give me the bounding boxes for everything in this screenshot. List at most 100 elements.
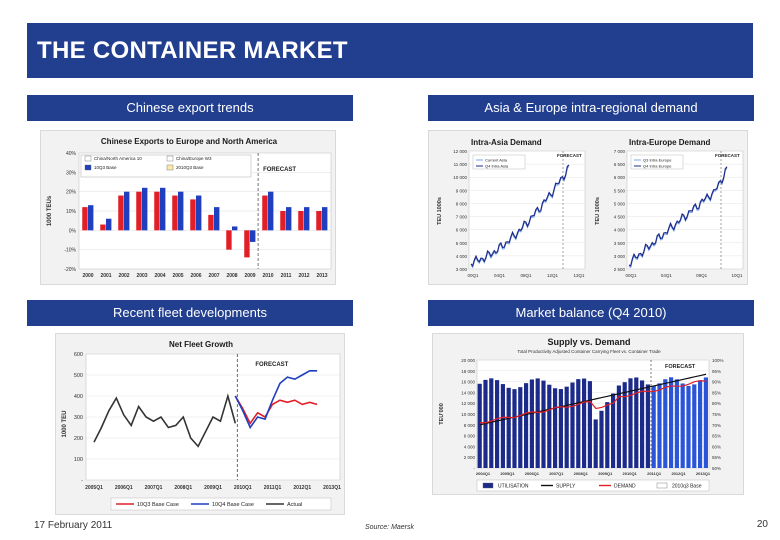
asia-ytick: 6 000 xyxy=(456,228,468,233)
chart1-bar xyxy=(244,230,250,258)
chart4-bar xyxy=(680,383,685,468)
chart4-xtick: 2012Q1 xyxy=(671,471,686,476)
chart4-xtick: 2011Q1 xyxy=(647,471,662,476)
chart1-xtick: 2006 xyxy=(190,273,201,279)
chart1-bar xyxy=(142,187,148,231)
chart1-xtick: 2007 xyxy=(208,273,219,279)
europe-ytick: 3 000 xyxy=(614,254,626,259)
net-fleet-growth-chart: Net Fleet Growth 600 500 400 300 200 100 - 1000 … xyxy=(55,333,345,515)
chart4-ytick: 18 000 xyxy=(461,369,475,374)
chart4-bar xyxy=(587,381,592,468)
chart1-bar xyxy=(286,207,292,231)
chart1-ytick: -20% xyxy=(64,267,76,273)
chart4-ytick: 14 000 xyxy=(461,390,475,395)
chart3-ytick: 600 xyxy=(74,352,83,358)
europe-xtick: 04Q1 xyxy=(661,273,673,278)
asia-ytick: 11 000 xyxy=(454,162,468,167)
chart4-bar xyxy=(593,419,598,468)
chart1-ytick: 40% xyxy=(66,151,77,157)
chart1-annotation: FORECAST xyxy=(263,167,296,173)
chart4-ytick: 20 000 xyxy=(461,358,475,363)
chart4-ytick: 2 000 xyxy=(464,455,476,460)
page-number: 20 xyxy=(756,519,768,530)
chart1-bar xyxy=(118,195,124,231)
chart4-ytick: 4 000 xyxy=(464,444,476,449)
chart4-bar xyxy=(477,383,482,468)
chart4-bar xyxy=(518,387,523,468)
title-bar: THE CONTAINER MARKET xyxy=(27,23,753,78)
chart1-bar xyxy=(280,211,286,231)
chart4-ytick: 6 000 xyxy=(464,434,476,439)
chart1-bar xyxy=(232,226,238,231)
europe-line-q4 xyxy=(628,166,728,267)
chart4-bar xyxy=(692,384,697,468)
chart3-xtick: 2008Q1 xyxy=(174,485,192,491)
chart4-bar xyxy=(686,385,691,468)
europe-ytick: 7 000 xyxy=(614,149,626,154)
chart3-xtick: 2013Q1 xyxy=(323,485,341,491)
chart1-bar xyxy=(160,187,166,231)
europe-ytick: 5 000 xyxy=(614,201,626,206)
asia-annotation: FORECAST xyxy=(557,153,582,158)
chart4-bar xyxy=(512,389,517,468)
chart3-line-10q4 xyxy=(234,369,318,430)
chart1-bar xyxy=(124,191,130,231)
chart4-legend-label: 2010q3 Base xyxy=(672,484,702,490)
europe-ytick: 4 500 xyxy=(614,215,626,220)
chart4-y2tick: 75% xyxy=(712,412,721,417)
chart4-bar xyxy=(651,385,656,468)
chart1-xtick: 2012 xyxy=(298,273,309,279)
chart4-legend-label: DEMAND xyxy=(614,484,636,490)
chart1-bar xyxy=(214,207,220,231)
chart1-legend-label: China/Europe W3 xyxy=(176,156,212,161)
chart3-xtick: 2010Q1 xyxy=(234,485,252,491)
chart4-bar xyxy=(564,386,569,468)
asia-ytick: 9 000 xyxy=(456,188,468,193)
chart4-subtitle: Total Productivity Adjusted Container Ca… xyxy=(517,349,661,354)
europe-ytick: 6 500 xyxy=(614,162,626,167)
chart4-ytick: - xyxy=(474,466,476,471)
chart1-legend-label: 2010Q3 Base xyxy=(176,165,204,170)
chart4-y2tick: 80% xyxy=(712,401,721,406)
chart4-ytick: 12 000 xyxy=(461,401,475,406)
chart1-bar xyxy=(322,207,328,231)
chart1-xtick: 2009 xyxy=(244,273,255,279)
asia-ytick: 5 000 xyxy=(456,241,468,246)
chart1-xtick: 2005 xyxy=(172,273,183,279)
asia-line-q4 xyxy=(470,164,570,268)
chart4-bar xyxy=(529,379,534,468)
chart1-bar xyxy=(106,218,112,231)
asia-ytick: 8 000 xyxy=(456,201,468,206)
chart1-xtick: 2001 xyxy=(100,273,111,279)
chart1-ytick: -10% xyxy=(64,248,76,254)
chart1-bar xyxy=(82,207,88,231)
chart4-legend-swatch xyxy=(656,482,668,489)
europe-xtick: 10Q1 xyxy=(731,273,743,278)
asia-ytick: 4 000 xyxy=(456,254,468,259)
chart1-xtick: 2004 xyxy=(154,273,165,279)
chart1-bar xyxy=(172,195,178,231)
chart1-legend-label: China/North America 10 xyxy=(94,156,142,161)
chart4-y2tick: 55% xyxy=(712,455,721,460)
chart1-title: Chinese Exports to Europe and North Amer… xyxy=(101,137,278,146)
header-balance: Market balance (Q4 2010) xyxy=(428,300,754,326)
chart4-bar xyxy=(582,378,587,468)
chart4-bar xyxy=(669,377,674,468)
chart4-xtick: 2005Q1 xyxy=(500,471,515,476)
chart4-bar xyxy=(703,377,708,468)
asia-xtick: 04Q1 xyxy=(494,273,506,278)
intra-demand-charts: Intra-Asia Demand 12 000 11 000 10 000 9 000… xyxy=(428,130,748,285)
chart1-xtick: 2013 xyxy=(316,273,327,279)
europe-ylabel: TEU 1000s xyxy=(595,197,601,225)
europe-legend-label: Q4 Intra Europe xyxy=(643,164,672,169)
chart3-title: Net Fleet Growth xyxy=(169,340,233,349)
chart1-legend-swatch xyxy=(166,164,174,171)
chart4-ylabel: TEU'000 xyxy=(439,403,445,424)
europe-annotation: FORECAST xyxy=(715,153,740,158)
chart4-annotation: FORECAST xyxy=(665,364,696,370)
chinese-exports-chart: Chinese Exports to Europe and North Amer… xyxy=(40,130,336,285)
chart4-xtick: 2006Q1 xyxy=(525,471,540,476)
chart4-bar xyxy=(558,389,563,468)
chart1-ylabel: 1000 TEUs xyxy=(47,195,53,226)
chart4-bar xyxy=(489,378,494,468)
